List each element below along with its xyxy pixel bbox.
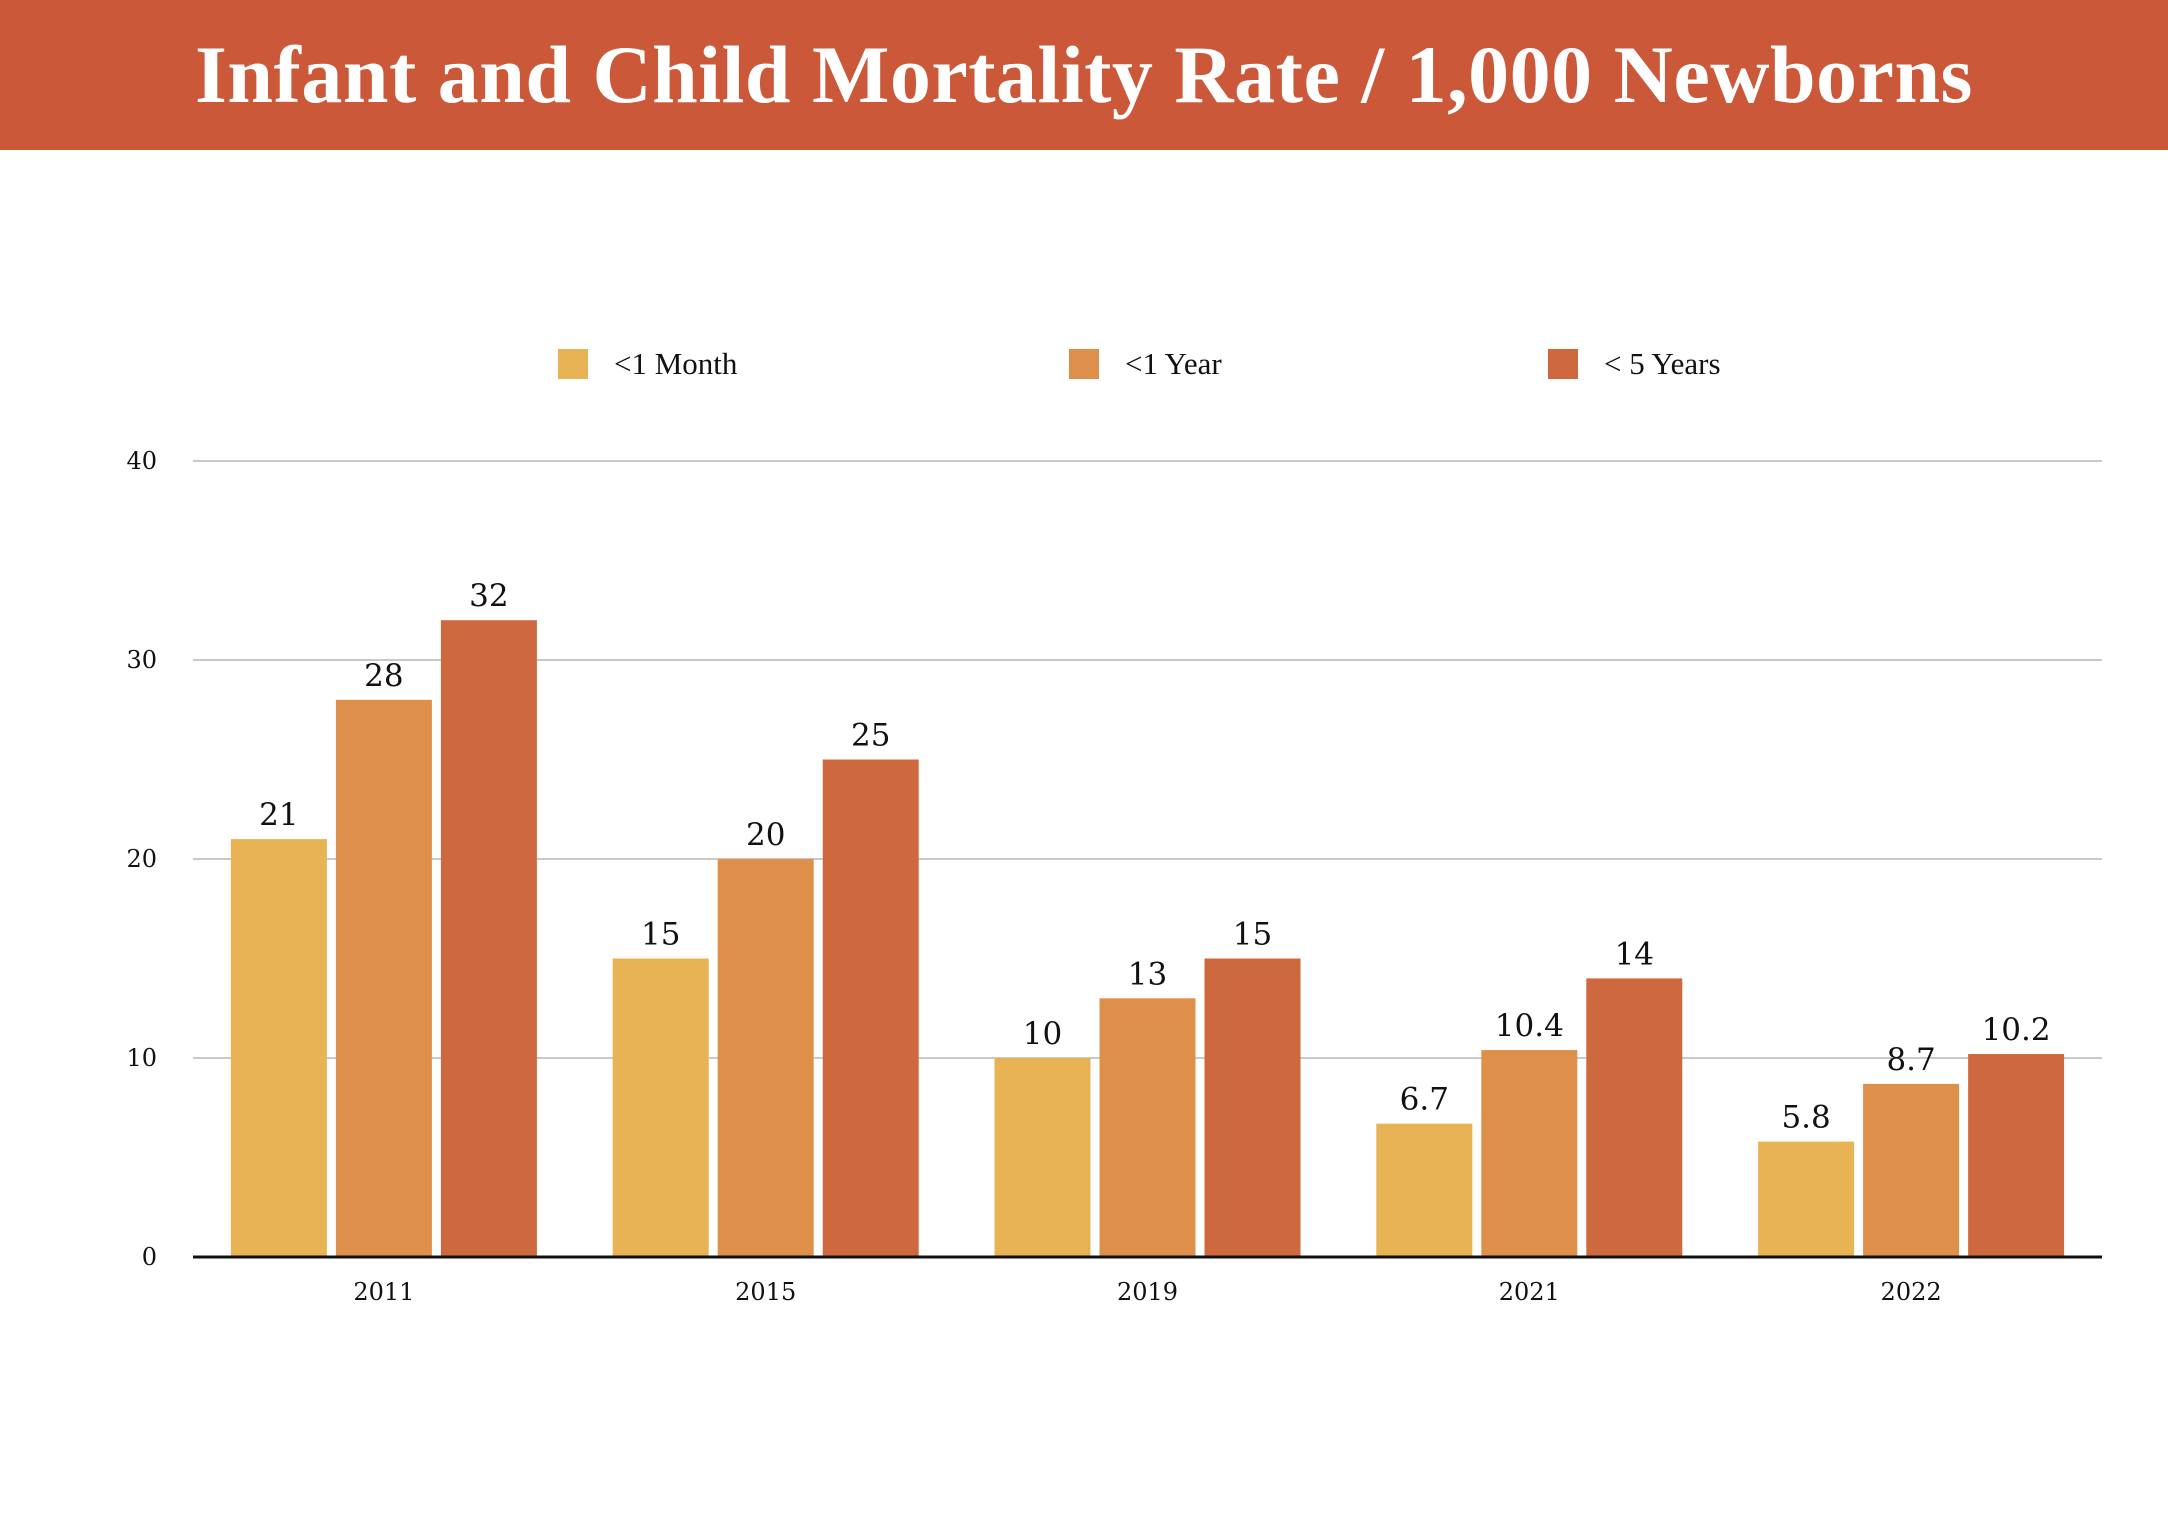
legend-swatch-1-month <box>558 349 588 379</box>
bar-2022-series-1 <box>1863 1083 1960 1257</box>
y-tick-label: 30 <box>126 646 157 674</box>
data-labels: 21 28 32 15 20 25 10 13 15 6.7 10.4 14 5.8 8.7 10.2 <box>259 578 2050 1135</box>
bar-2019-series-0 <box>994 1058 1091 1257</box>
legend-swatch-5-years <box>1548 349 1578 379</box>
bar-2021-series-1 <box>1481 1050 1578 1257</box>
bars <box>230 620 2065 1257</box>
data-label: 15 <box>641 917 680 953</box>
bar-2021-series-0 <box>1376 1123 1473 1257</box>
data-label: 5.8 <box>1781 1100 1830 1136</box>
chart-title: Infant and Child Mortality Rate / 1,000 … <box>195 29 1973 120</box>
data-label: 21 <box>259 797 298 833</box>
x-axis-ticks: 2011 2015 2019 2021 2022 <box>193 1255 2102 1306</box>
data-label: 20 <box>746 817 785 853</box>
y-tick-label: 0 <box>142 1243 157 1271</box>
bar-2015-series-1 <box>717 859 814 1257</box>
data-label: 6.7 <box>1400 1082 1449 1118</box>
bar-2019-series-2 <box>1204 958 1301 1257</box>
data-label: 10.4 <box>1495 1008 1564 1044</box>
y-tick-label: 20 <box>126 845 157 873</box>
y-axis-ticks: 0 10 20 30 40 <box>126 447 157 1271</box>
data-label: 10.2 <box>1982 1012 2051 1048</box>
x-tick-label: 2022 <box>1881 1278 1942 1306</box>
legend-item-1-year: <1 Year <box>1069 346 1222 382</box>
data-label: 8.7 <box>1886 1042 1935 1078</box>
x-tick-label: 2021 <box>1499 1278 1560 1306</box>
title-banner: Infant and Child Mortality Rate / 1,000 … <box>0 0 2168 150</box>
data-label: 25 <box>851 718 890 754</box>
x-tick-label: 2019 <box>1117 1278 1178 1306</box>
bar-2011-series-1 <box>335 699 432 1257</box>
bar-2015-series-2 <box>822 759 919 1257</box>
legend-item-5-years: < 5 Years <box>1548 346 1721 382</box>
y-tick-label: 40 <box>126 447 157 475</box>
y-tick-label: 10 <box>126 1044 157 1072</box>
bar-2011-series-0 <box>230 839 327 1257</box>
bar-2021-series-2 <box>1586 978 1683 1257</box>
legend-swatch-1-year <box>1069 349 1099 379</box>
legend-label-5-years: < 5 Years <box>1604 346 1721 381</box>
data-label: 13 <box>1128 956 1167 992</box>
x-tick-label: 2015 <box>735 1278 796 1306</box>
bar-2022-series-0 <box>1758 1141 1855 1257</box>
data-label: 14 <box>1615 936 1654 972</box>
data-label: 32 <box>469 578 508 614</box>
data-label: 15 <box>1233 917 1272 953</box>
data-label: 10 <box>1023 1016 1062 1052</box>
legend-item-1-month: <1 Month <box>558 346 737 382</box>
bar-2019-series-1 <box>1099 998 1196 1257</box>
bar-2015-series-0 <box>612 958 709 1257</box>
legend-label-1-month: <1 Month <box>614 346 738 381</box>
legend: <1 Month <1 Year < 5 Years <box>0 346 2168 382</box>
x-tick-label: 2011 <box>353 1278 414 1306</box>
bar-2022-series-2 <box>1968 1054 2065 1257</box>
data-label: 28 <box>364 658 403 694</box>
legend-label-1-year: <1 Year <box>1125 346 1222 381</box>
bar-2011-series-2 <box>440 620 537 1257</box>
